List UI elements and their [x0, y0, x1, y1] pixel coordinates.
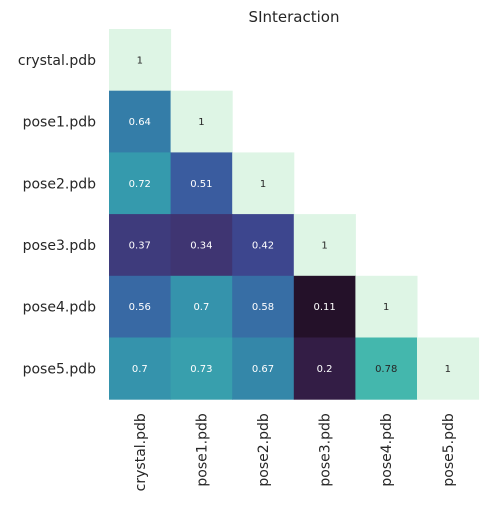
y-tick-label-0: crystal.pdb: [18, 53, 96, 69]
heatmap-cell-1-0: [109, 90, 172, 153]
y-tick-label-4: pose4.pdb: [23, 300, 96, 316]
heatmap-cell-5-2: [232, 337, 295, 400]
y-tick-label-1: pose1.pdb: [23, 115, 96, 131]
heatmap-cell-3-3: [293, 214, 356, 277]
chart-title: SInteraction: [249, 8, 340, 26]
x-tick-label-0: crystal.pdb: [133, 413, 149, 491]
cell-value-label-2-1: 0.51: [190, 179, 212, 190]
heatmap-cell-0-0: [109, 29, 172, 92]
x-tick-label-3: pose3.pdb: [318, 413, 334, 486]
x-tick-label-4: pose4.pdb: [379, 413, 395, 486]
heatmap-cell-3-1: [170, 214, 233, 277]
cell-value-label-4-0: 0.56: [129, 302, 151, 313]
heatmap-cell-2-0: [109, 152, 172, 215]
heatmap-cell-5-3: [293, 337, 356, 400]
y-tick-label-5: pose5.pdb: [23, 361, 96, 377]
cell-value-label-3-3: 1: [321, 241, 327, 252]
cell-value-label-1-0: 0.64: [129, 117, 151, 128]
y-tick-label-3: pose3.pdb: [23, 238, 96, 254]
heatmap-cell-5-5: [417, 337, 480, 400]
cell-value-label-5-1: 0.73: [190, 364, 212, 375]
cell-value-label-3-2: 0.42: [252, 241, 274, 252]
x-tick-labels: crystal.pdb pose1.pdb pose2.pdb pose3.pdb po…: [133, 413, 457, 491]
heatmap-cell-5-4: [355, 337, 418, 400]
y-tick-labels: crystal.pdb pose1.pdb pose2.pdb pose3.pdb po…: [18, 53, 96, 378]
cell-value-label-3-0: 0.37: [129, 241, 151, 252]
heatmap-cell-4-0: [109, 275, 172, 338]
cell-value-label-3-1: 0.34: [190, 241, 212, 252]
heatmap-cell-4-2: [232, 275, 295, 338]
x-tick-label-5: pose5.pdb: [441, 413, 457, 486]
cell-value-label-2-2: 1: [260, 179, 266, 190]
heatmap-cell-3-0: [109, 214, 172, 277]
cell-value-label-5-2: 0.67: [252, 364, 274, 375]
cell-value-label-5-0: 0.7: [132, 364, 148, 375]
cell-value-label-0-0: 1: [137, 55, 143, 66]
cell-value-label-4-4: 1: [383, 302, 389, 313]
cell-value-label-5-4: 0.78: [375, 364, 397, 375]
heatmap-cell-2-1: [170, 152, 233, 215]
cell-value-label-5-3: 0.2: [317, 364, 333, 375]
x-tick-label-1: pose1.pdb: [194, 413, 210, 486]
heatmap-cell-3-2: [232, 214, 295, 277]
heatmap-cell-4-3: [293, 275, 356, 338]
heatmap-cell-4-4: [355, 275, 418, 338]
y-tick-label-2: pose2.pdb: [23, 176, 96, 192]
cell-value-label-4-1: 0.7: [193, 302, 209, 313]
cell-value-label-2-0: 0.72: [129, 179, 151, 190]
heatmap-cell-1-1: [170, 90, 233, 153]
x-tick-label-2: pose2.pdb: [256, 413, 272, 486]
heatmap-cell-4-1: [170, 275, 233, 338]
cell-value-label-4-3: 0.11: [313, 302, 335, 313]
heatmap-cell-5-1: [170, 337, 233, 400]
cell-value-label-4-2: 0.58: [252, 302, 274, 313]
heatmap-cell-5-0: [109, 337, 172, 400]
heatmap-cell-2-2: [232, 152, 295, 215]
cell-value-label-5-5: 1: [445, 364, 451, 375]
heatmap-cells: 1 0.64 1 0.72 0.51 1 0.37 0.34 0.42 1 0.56 0.7 0.58 0…: [109, 29, 480, 400]
cell-value-label-1-1: 1: [198, 117, 204, 128]
